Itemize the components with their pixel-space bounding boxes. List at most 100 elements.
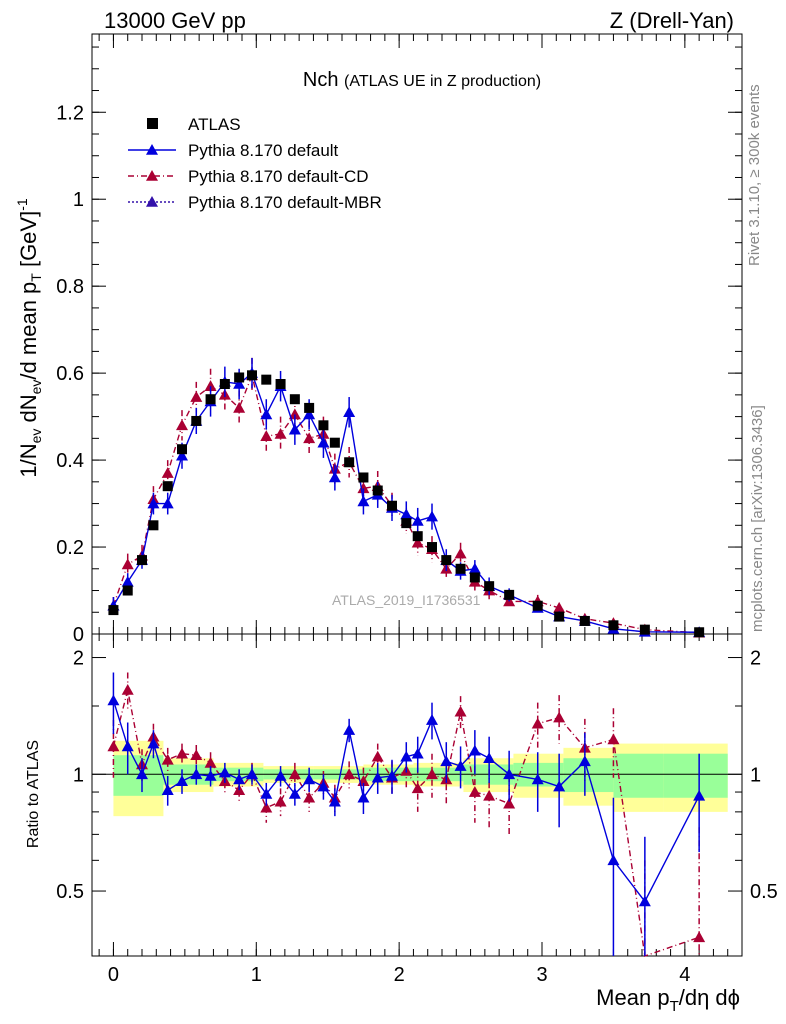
ratio-band-inner	[663, 753, 728, 798]
x-tick-label: 3	[536, 964, 547, 986]
atlas-point	[401, 518, 412, 529]
atlas-point	[247, 370, 257, 381]
default-point	[147, 497, 160, 509]
cd-point	[303, 432, 316, 444]
cd-point	[357, 482, 370, 494]
ratio-default-point	[161, 784, 174, 795]
ratio-default-point	[638, 895, 651, 907]
ratio-plot-frame	[91, 633, 743, 957]
legend-label: Pythia 8.170 default	[188, 141, 339, 160]
ratio-tick-label: 0.5	[56, 881, 84, 903]
atlas-point	[608, 620, 619, 631]
cd-point	[121, 558, 134, 570]
atlas-point	[234, 372, 245, 383]
ratio-default-point	[303, 773, 316, 785]
cd-point	[190, 391, 203, 402]
legend-marker	[146, 170, 158, 181]
ratio-tick-label: 2	[73, 648, 84, 670]
atlas-point	[639, 624, 650, 635]
atlas-point	[554, 611, 565, 622]
ratio-cd-point	[454, 705, 467, 717]
ratio-default-point	[260, 787, 273, 799]
atlas-point	[122, 585, 133, 596]
default-point	[288, 423, 301, 435]
ratio-cd-point	[274, 795, 287, 807]
default-point	[357, 495, 370, 507]
ratio-default-point	[274, 769, 287, 781]
atlas-point	[579, 615, 590, 626]
ratio-default-point	[411, 747, 424, 759]
cd-point	[161, 467, 174, 478]
x-tick-label: 2	[394, 964, 405, 986]
y-tick-label: 0.6	[56, 363, 84, 385]
atlas-point	[694, 627, 705, 638]
legend-marker-atlas	[147, 118, 158, 129]
default-point	[400, 508, 413, 520]
analysis-watermark: ATLAS_2019_I1736531	[332, 592, 481, 608]
x-tick-label: 1	[251, 964, 262, 986]
ratio-default-point	[107, 694, 120, 706]
ratio-cd-point	[343, 768, 356, 780]
atlas-point	[304, 402, 315, 413]
ratio-cd-point	[204, 756, 217, 768]
y-tick-label: 0	[73, 624, 84, 646]
ratio-tick-label-right: 1	[750, 764, 761, 786]
cd-point	[553, 601, 566, 613]
ratio-cd-line	[112, 689, 700, 957]
atlas-point	[441, 555, 452, 566]
atlas-point	[205, 394, 216, 405]
ratio-default-point	[121, 740, 134, 752]
ratio-default-point	[218, 766, 231, 778]
default-point	[328, 471, 341, 483]
default-point	[176, 449, 188, 461]
ratio-cd-point	[107, 740, 120, 752]
energy-label: 13000 GeV pp	[104, 8, 246, 33]
legend-label: Pythia 8.170 default-MBR	[188, 193, 382, 212]
ratio-cd-point	[303, 791, 316, 803]
atlas-point	[177, 444, 187, 455]
ratio-cd-point	[411, 782, 424, 794]
atlas-point	[387, 500, 397, 511]
y-tick-label: 0.2	[56, 537, 84, 559]
atlas-point	[137, 555, 147, 566]
cd-point	[260, 430, 273, 441]
ratio-default-point	[531, 773, 544, 785]
cd-point	[274, 428, 287, 439]
atlas-point	[532, 600, 543, 611]
ratio-cd-series	[107, 672, 706, 957]
ratio-cd-point	[693, 931, 706, 943]
ratio-default-point	[204, 769, 217, 781]
ratio-cd-point	[607, 733, 620, 745]
ratio-default-point	[136, 768, 148, 780]
default-point	[411, 514, 424, 526]
x-axis-label: Mean pT/dη dϕ	[596, 985, 740, 1015]
atlas-point	[329, 437, 340, 448]
legend-label: Pythia 8.170 default-CD	[188, 167, 369, 186]
ratio-default-point	[578, 755, 591, 767]
y-tick-label: 1.2	[56, 102, 84, 124]
atlas-point	[358, 472, 369, 483]
x-tick-label: 4	[679, 964, 690, 986]
atlas-point	[469, 572, 480, 583]
default-point	[121, 575, 134, 587]
y-tick-label: 0.4	[56, 450, 84, 472]
ratio-default-point	[328, 795, 341, 807]
ratio-default-point	[317, 780, 330, 792]
cd-point	[204, 380, 217, 391]
atlas-point	[289, 394, 300, 405]
ratio-default-point	[503, 768, 516, 780]
ratio-default-point	[400, 750, 413, 762]
atlas-point	[108, 605, 119, 616]
ratio-cd-point	[260, 801, 273, 813]
atlas-point	[484, 581, 495, 592]
atlas-point	[148, 520, 159, 531]
ratio-default-point	[440, 755, 453, 767]
ratio-default-point	[246, 768, 258, 780]
ratio-default-point	[693, 789, 706, 801]
ratio-cd-point	[426, 768, 438, 780]
ratio-cd-point	[483, 789, 496, 801]
default-point	[468, 562, 481, 574]
ratio-cd-point	[371, 750, 384, 762]
ratio-default-point	[343, 724, 356, 735]
